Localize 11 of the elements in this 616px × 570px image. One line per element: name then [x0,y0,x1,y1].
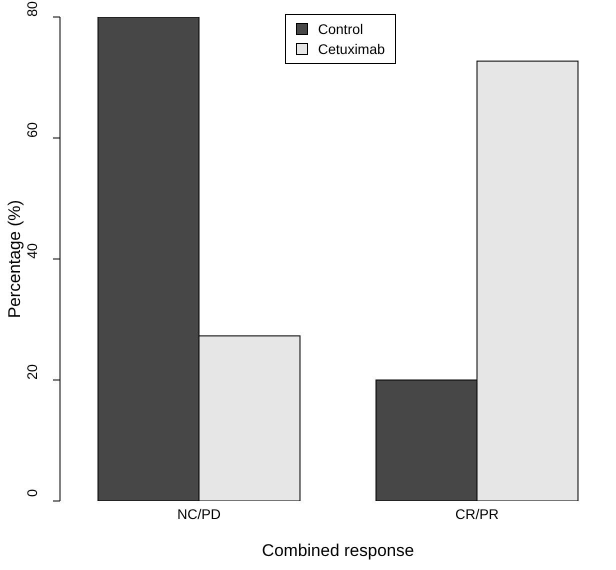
x-tick-label: CR/PR [455,506,499,522]
y-tick-label: 0 [24,488,40,497]
legend-label: Control [318,21,364,37]
legend-label: Cetuximab [318,41,385,57]
y-tick-label: 60 [24,122,40,138]
y-tick-label: 40 [24,243,40,259]
x-axis-title: Combined response [262,541,414,560]
y-axis-title: Percentage (%) [5,200,24,318]
x-tick-label: NC/PD [177,506,221,522]
y-tick-label: 20 [24,364,40,380]
y-tick-label: 80 [24,1,40,17]
